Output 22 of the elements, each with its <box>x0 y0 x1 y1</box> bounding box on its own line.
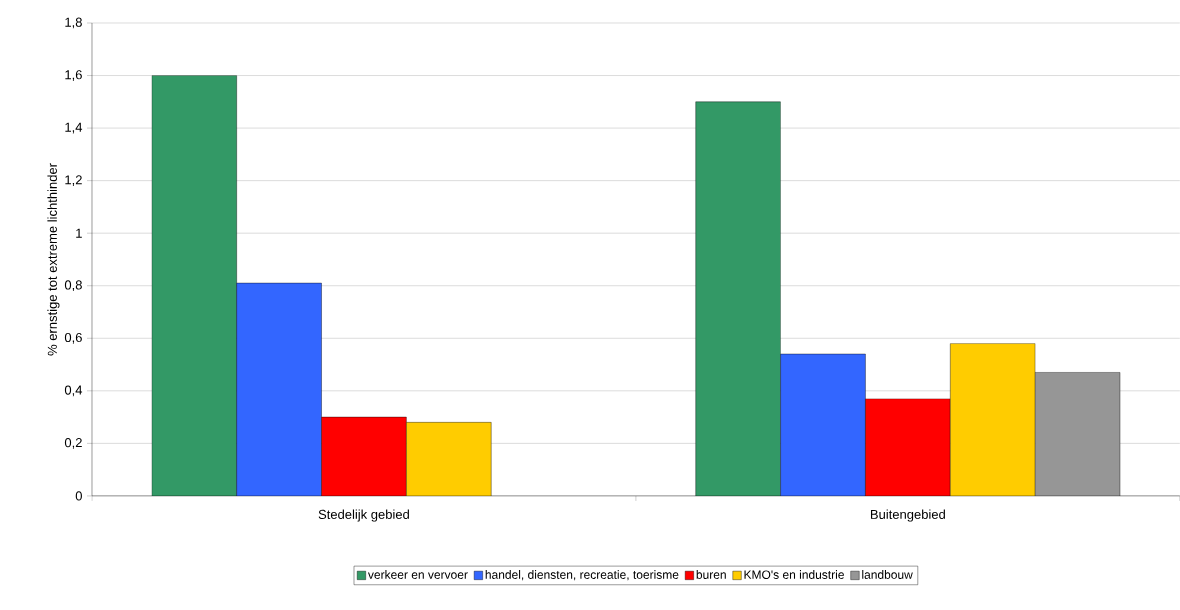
bar <box>321 417 407 496</box>
y-tick-label: 1,8 <box>65 17 82 29</box>
legend-label: landbouw <box>862 570 913 579</box>
legend-label: verkeer en vervoer <box>367 570 468 579</box>
y-tick-label: 0,2 <box>64 438 82 449</box>
legend-label: handel, diensten, recreatie, toerisme <box>485 570 679 581</box>
y-tick-label: 1,4 <box>65 122 83 134</box>
y-tick-label: 1,2 <box>65 175 82 187</box>
y-tick-label: 1 <box>76 228 82 238</box>
bar <box>865 398 951 496</box>
bar <box>236 283 322 496</box>
y-tick-label: 1,6 <box>65 70 82 81</box>
y-tick-label: 0,8 <box>64 280 82 292</box>
y-tick-label: 0,4 <box>64 385 83 397</box>
x-tick-label: Buitengebied <box>870 509 945 522</box>
y-tick-label: 0 <box>75 491 82 501</box>
bar <box>780 353 866 496</box>
x-tick-label: Stedelijk gebied <box>318 509 409 522</box>
y-tick-label: 0,6 <box>64 332 82 344</box>
legend-label: buren <box>696 570 726 579</box>
legend-label: KMO's en industrie <box>744 570 844 579</box>
y-axis-title: % ernstige tot extreme lichthinder <box>47 163 60 356</box>
